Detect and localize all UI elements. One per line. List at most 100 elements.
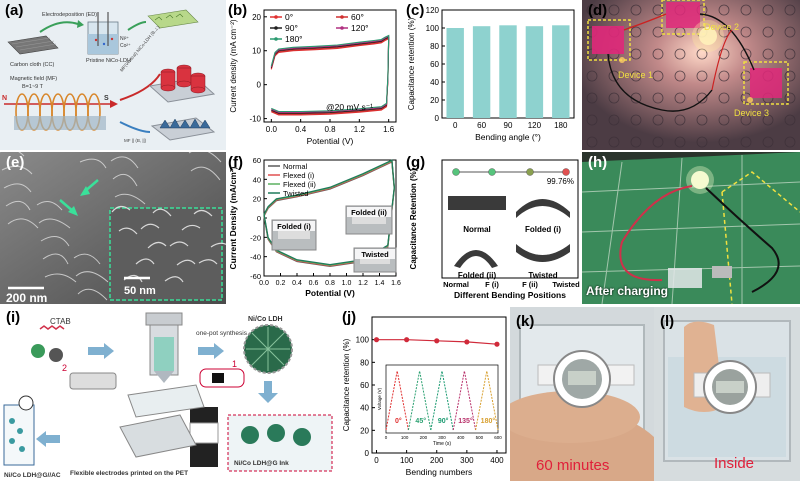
x-tick-label: 0.8 xyxy=(324,125,336,134)
data-point xyxy=(494,341,500,347)
ion-icon xyxy=(49,348,63,362)
x-axis-label: Bending numbers xyxy=(406,467,473,477)
gcd-angle-label: 180° xyxy=(481,417,496,425)
y-tick-label: 80 xyxy=(360,358,369,367)
svg-text:Ni/Co LDH: Ni/Co LDH xyxy=(248,316,283,323)
inset-device xyxy=(352,216,386,224)
inset-label-bg xyxy=(355,249,395,259)
device-3-label: Device 3 xyxy=(734,108,769,118)
inset-x-tick-label: 200 xyxy=(420,435,428,440)
y-axis-label: Current density (mA cm⁻²) xyxy=(229,19,238,112)
legend-label: 0° xyxy=(285,12,293,22)
legend-marker xyxy=(274,37,278,41)
pristine-ldh-icon xyxy=(147,9,199,29)
x-tick-label: 0.2 xyxy=(276,280,286,287)
clock-icon xyxy=(18,395,34,411)
y-tick-label: 20 xyxy=(253,195,261,204)
bar xyxy=(472,26,491,119)
panel-a-schematic: Carbon cloth (CC) Electrodeposition (ED)… xyxy=(0,0,226,150)
data-point xyxy=(434,338,440,344)
x-axis-label: Potential (V) xyxy=(307,136,354,146)
panel-label-c: (c) xyxy=(406,2,425,19)
autoclave-icon xyxy=(145,312,183,383)
chart-b: 0.0 0.4 0.8 1.2 1.6 -10 0 10 20 Potential (V) Curr… xyxy=(229,9,397,146)
y-tick-label: 20 xyxy=(430,96,439,105)
inset-device xyxy=(360,256,390,264)
y-axis-label: Capacitance retention (%) xyxy=(342,338,351,431)
y-tick-label: 20 xyxy=(252,13,261,22)
device-2-icon xyxy=(666,2,700,28)
x-tick-label: 1.0 xyxy=(342,280,352,287)
y-tick-label: -10 xyxy=(249,115,261,124)
beaker-icon xyxy=(87,12,119,55)
inset-y-label: Voltage (V) xyxy=(377,387,382,410)
scale-bar-main: 200 nm xyxy=(6,291,47,304)
y-tick-label: 100 xyxy=(356,336,370,345)
panel-l-photo xyxy=(654,307,800,481)
panel-k: (k) 60 minutes xyxy=(510,307,654,481)
panel-b: (b) 0.0 0.4 0.8 1.2 1.6 -10 0 10 20 Potential (V)… xyxy=(226,0,404,150)
x-tick-label: 0.4 xyxy=(295,125,307,134)
x-tick-label: 0.4 xyxy=(292,280,302,287)
gcd-curve xyxy=(430,370,454,431)
panel-label-h: (h) xyxy=(588,154,608,171)
y-tick-label: 40 xyxy=(430,78,439,87)
svg-text:Magnetic field (MF): Magnetic field (MF) xyxy=(10,76,57,82)
y-tick-label: 60 xyxy=(360,381,369,390)
cv-curve-0 xyxy=(270,37,390,116)
legend-label: Normal xyxy=(283,162,308,171)
inset-x-tick-label: 600 xyxy=(494,435,502,440)
inset-x-tick-label: 400 xyxy=(457,435,465,440)
inset-label-bg xyxy=(273,221,315,231)
retention-dot xyxy=(488,168,496,176)
inset-frame xyxy=(385,364,499,434)
x-tick-label: 60 xyxy=(477,121,486,130)
panel-i: (i) CTAB one-pot synthesis Ni/Co LDH xyxy=(0,307,340,481)
panel-label-g: (g) xyxy=(406,154,426,171)
legend-label: Twisted xyxy=(283,189,308,198)
legend-label: 90° xyxy=(285,23,298,33)
svg-text:Co²⁺: Co²⁺ xyxy=(120,43,131,49)
gcd-curve xyxy=(475,370,499,431)
panel-a: (a) Carbon cloth (CC) Electrodeposition … xyxy=(0,0,226,150)
svg-text:Ni²⁺: Ni²⁺ xyxy=(120,36,129,42)
svg-text:Pristine NiCo-LDH: Pristine NiCo-LDH xyxy=(86,58,131,64)
state-device xyxy=(448,196,506,210)
state-label: Folded (i) xyxy=(525,225,561,234)
inset-x-tick-label: 500 xyxy=(476,435,484,440)
y-tick-label: 0 xyxy=(435,114,440,123)
x-tick-label: 0 xyxy=(374,456,379,465)
inset-device xyxy=(278,231,310,239)
x-tick-label: 100 xyxy=(400,456,414,465)
panel-l: (l) Inside xyxy=(654,307,800,481)
gcd-curve xyxy=(385,370,409,431)
x-tick-label: 180 xyxy=(554,121,568,130)
x-tick-label: 400 xyxy=(490,456,504,465)
y-tick-label: 10 xyxy=(252,47,261,56)
panel-g: (g) 99.76% Normal Folded (i) Folded (ii) Twi… xyxy=(404,152,582,304)
legend-label: 60° xyxy=(351,12,364,22)
panel-k-photo xyxy=(510,307,654,481)
carbon-cloth-icon xyxy=(7,35,59,55)
legend-marker xyxy=(274,26,278,30)
panel-f: (f) 0.0 0.2 0.4 0.6 0.8 1.0 1.2 1.4 1.6 -60 -40 -20… xyxy=(226,152,404,304)
state-label: Folded (ii) xyxy=(458,271,497,280)
legend-label: Flexed (ii) xyxy=(283,180,316,189)
svg-text:1: 1 xyxy=(232,359,237,369)
y-tick-label: 60 xyxy=(430,60,439,69)
svg-text:2: 2 xyxy=(62,363,67,373)
panel-j: (j) 0 100 200 300 400 0 20 40 60 80 100 Bending num… xyxy=(340,307,510,481)
device-icon xyxy=(668,268,702,288)
x-tick-label: 1.6 xyxy=(391,280,401,287)
y-tick-label: 120 xyxy=(426,6,440,15)
inset-label: Folded (ii) xyxy=(351,208,387,217)
svg-text:Electrodeposition (ED): Electrodeposition (ED) xyxy=(42,12,97,18)
retention-dot xyxy=(452,168,460,176)
y-tick-label: -40 xyxy=(250,253,261,262)
legend-label: Flexed (i) xyxy=(283,171,315,180)
y-axis-label: Capacitance Retention (%) xyxy=(409,168,418,269)
panel-h: (h) After charging xyxy=(582,152,800,304)
cv-curve-2 xyxy=(270,36,390,114)
panel-label-j: (j) xyxy=(342,309,357,326)
inset-x-tick-label: 300 xyxy=(438,435,446,440)
